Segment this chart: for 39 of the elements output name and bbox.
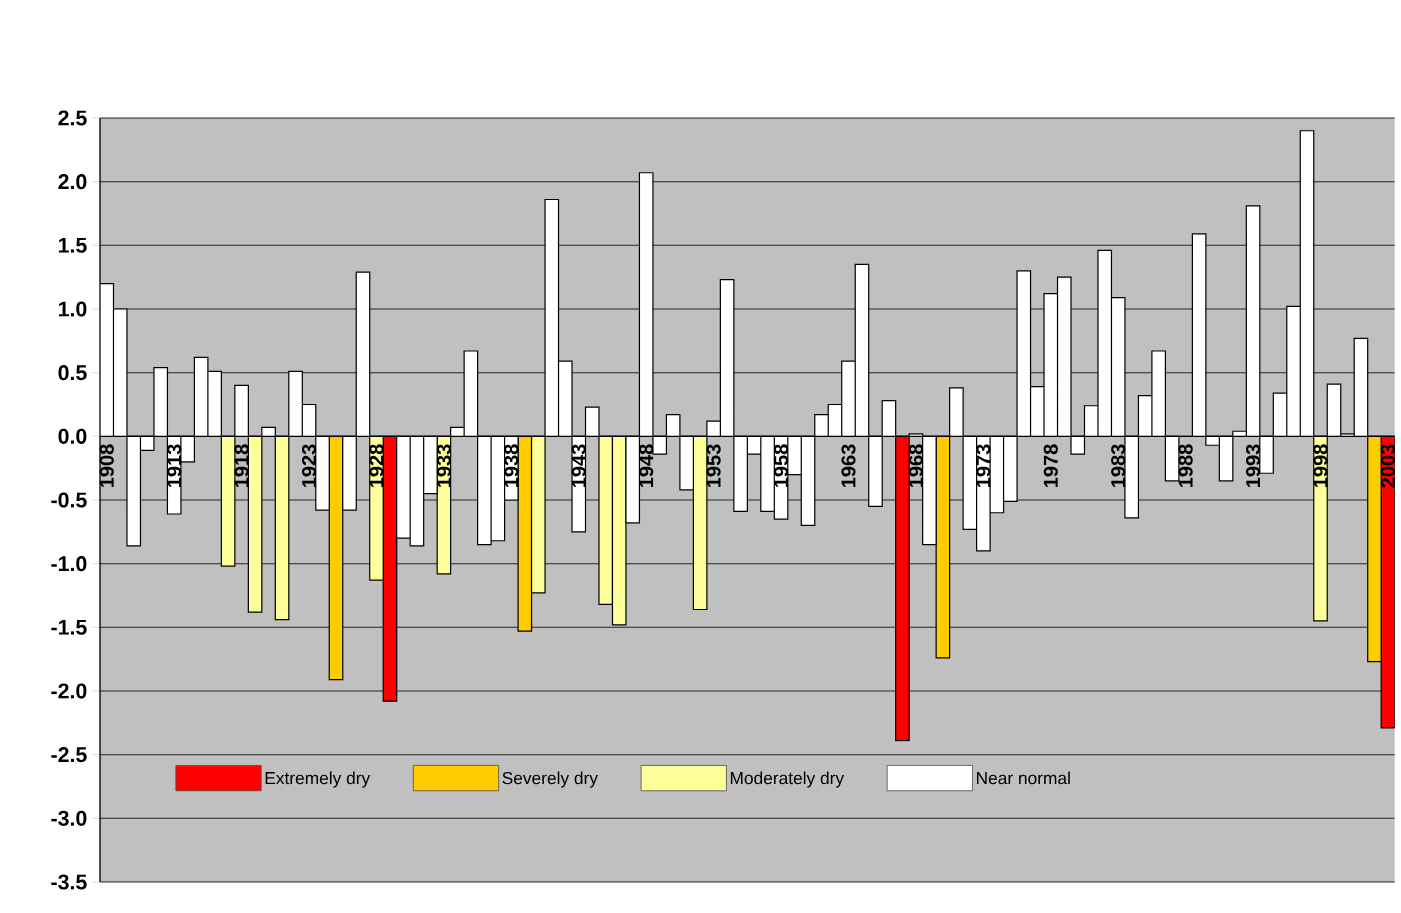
y-tick-label: -3.5 — [51, 874, 87, 890]
x-tick-label: 1998 — [1313, 444, 1328, 487]
legend-label: Moderately dry — [730, 771, 845, 788]
bar — [1259, 435, 1274, 474]
y-tick-label: -3.0 — [51, 810, 87, 826]
x-tick-label: 1963 — [841, 444, 856, 487]
y-tick-label: -2.5 — [51, 747, 87, 763]
y-tick-label: -0.5 — [51, 492, 87, 508]
x-tick-label: 1928 — [369, 444, 384, 487]
x-tick-label: 1978 — [1043, 444, 1058, 487]
legend-label: Near normal — [977, 771, 1070, 785]
y-tick-label: -2.0 — [51, 683, 87, 699]
x-tick-label: 1968 — [908, 444, 923, 487]
x-tick-label: 1918 — [234, 444, 249, 487]
bar — [315, 435, 330, 511]
y-tick-label: 1.5 — [58, 237, 87, 253]
x-tick-label: 1923 — [301, 444, 317, 487]
x-tick-label: 1958 — [773, 444, 789, 487]
x-tick-label: 1948 — [639, 444, 654, 487]
y-tick-label: 2.0 — [58, 174, 87, 190]
x-tick-label: 2003 — [1380, 444, 1396, 488]
bar — [868, 435, 883, 507]
legend-label: Extremely dry — [265, 771, 371, 788]
y-tick-label: 0.5 — [58, 365, 87, 381]
y-tick-label: 2.5 — [58, 110, 87, 126]
x-tick-label: 1993 — [1245, 444, 1261, 487]
y-tick-label: 0.0 — [58, 428, 87, 444]
x-tick-label: 1983 — [1111, 444, 1126, 487]
x-tick-label: 1908 — [99, 444, 114, 487]
y-tick-label: -1.5 — [51, 619, 87, 635]
x-tick-label: 1933 — [436, 444, 451, 487]
bar — [342, 435, 357, 511]
x-tick-label: 1988 — [1178, 444, 1193, 487]
bar — [895, 435, 910, 742]
y-tick-label: -1.0 — [51, 556, 87, 572]
x-tick-label: 1953 — [706, 444, 721, 487]
y-tick-label: 1.0 — [58, 301, 87, 317]
x-tick-label: 1938 — [504, 444, 519, 487]
legend-label: Severely dry — [502, 771, 598, 788]
